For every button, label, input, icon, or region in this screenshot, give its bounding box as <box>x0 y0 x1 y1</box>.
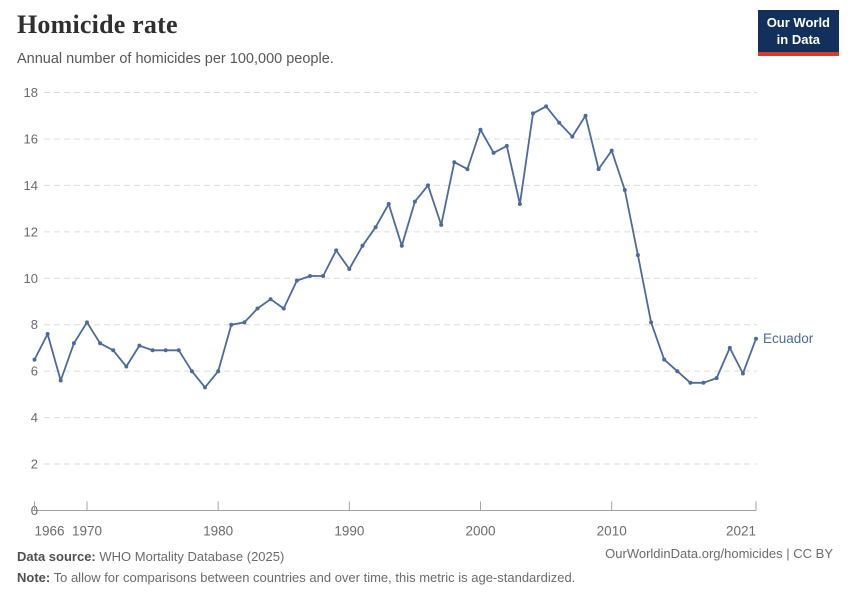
data-point <box>740 371 745 376</box>
x-axis-tick-label: 1980 <box>203 524 233 539</box>
data-point <box>360 243 365 248</box>
data-point <box>255 306 260 311</box>
data-point <box>452 160 457 165</box>
data-point <box>399 243 404 248</box>
data-point <box>386 202 391 206</box>
data-point <box>426 183 430 188</box>
data-point <box>176 348 181 353</box>
x-axis-tick-label: 1966 <box>35 524 65 539</box>
data-source-label: Data source: <box>17 549 96 564</box>
footer-source-note: Data source: WHO Mortality Database (202… <box>17 546 575 588</box>
owid-logo-line2: in Data <box>776 31 821 47</box>
attribution-link[interactable]: OurWorldinData.org/homicides | CC BY <box>605 546 833 561</box>
data-point <box>596 167 601 172</box>
data-point <box>294 278 299 283</box>
data-point <box>583 113 588 118</box>
data-point <box>347 267 352 271</box>
x-axis-tick-label: 2010 <box>597 524 627 539</box>
y-axis-tick-label: 4 <box>31 410 38 425</box>
entity-label[interactable]: Ecuador <box>763 331 814 346</box>
data-point <box>609 148 614 153</box>
data-point <box>98 341 103 346</box>
y-axis-tick-label: 2 <box>31 457 38 472</box>
data-point <box>531 111 535 116</box>
data-point <box>491 150 496 155</box>
y-axis-tick-label: 14 <box>24 178 38 193</box>
y-axis-tick-label: 18 <box>24 85 38 100</box>
data-point <box>754 336 758 341</box>
data-point <box>150 348 155 353</box>
data-point <box>189 369 194 374</box>
note-value: To allow for comparisons between countri… <box>53 570 576 585</box>
data-point <box>373 225 378 230</box>
data-point <box>727 345 732 350</box>
data-point <box>504 143 509 148</box>
data-point <box>649 320 654 325</box>
data-point <box>622 188 627 192</box>
note-line: Note: To allow for comparisons between c… <box>17 567 575 588</box>
data-point <box>662 357 667 362</box>
y-axis-tick-label: 12 <box>24 224 38 239</box>
data-point <box>334 248 339 253</box>
data-point <box>216 369 221 374</box>
data-point <box>714 376 719 381</box>
x-axis-tick-label: 2000 <box>465 524 495 539</box>
data-point <box>688 380 693 385</box>
line-chart[interactable]: 0246810121416181966197019801990200020102… <box>0 80 850 540</box>
data-point <box>203 385 207 390</box>
data-point <box>137 343 142 348</box>
data-point <box>85 320 89 325</box>
data-point <box>675 369 680 374</box>
data-point <box>544 104 549 109</box>
y-axis-tick-label: 6 <box>31 364 38 379</box>
data-point <box>32 357 37 362</box>
y-axis-tick-label: 8 <box>31 317 38 332</box>
data-point <box>281 306 286 311</box>
data-point <box>308 274 312 278</box>
data-point <box>465 167 470 172</box>
data-point <box>71 341 76 346</box>
data-point <box>268 297 273 302</box>
chart-subtitle: Annual number of homicides per 100,000 p… <box>17 51 334 67</box>
data-point <box>557 120 562 125</box>
data-point <box>478 127 483 132</box>
data-point <box>412 199 417 204</box>
data-point <box>58 378 63 383</box>
owid-logo[interactable]: Our World in Data <box>757 10 839 56</box>
data-point <box>701 380 706 385</box>
x-axis-tick-label: 2021 <box>726 524 756 539</box>
x-axis-tick-label: 1990 <box>334 524 364 539</box>
data-point <box>111 348 116 353</box>
data-point <box>570 134 575 139</box>
data-point <box>163 348 168 353</box>
owid-logo-line1: Our World <box>766 15 830 30</box>
data-point <box>229 322 234 327</box>
data-point <box>45 332 50 336</box>
data-point <box>124 364 129 369</box>
data-point <box>635 253 640 258</box>
data-point <box>242 320 247 325</box>
data-source-line: Data source: WHO Mortality Database (202… <box>17 546 575 567</box>
data-point <box>517 202 522 206</box>
note-label: Note: <box>17 570 51 585</box>
chart-footer: Data source: WHO Mortality Database (202… <box>17 546 833 588</box>
y-axis-tick-label: 10 <box>24 271 38 286</box>
data-point <box>439 222 444 227</box>
y-axis-tick-label: 16 <box>24 131 38 146</box>
data-line-ecuador <box>33 105 757 389</box>
data-point <box>321 274 326 278</box>
data-source-value: WHO Mortality Database (2025) <box>99 549 285 564</box>
page-title: Homicide rate <box>17 10 178 39</box>
x-axis-tick-label: 1970 <box>72 524 102 539</box>
